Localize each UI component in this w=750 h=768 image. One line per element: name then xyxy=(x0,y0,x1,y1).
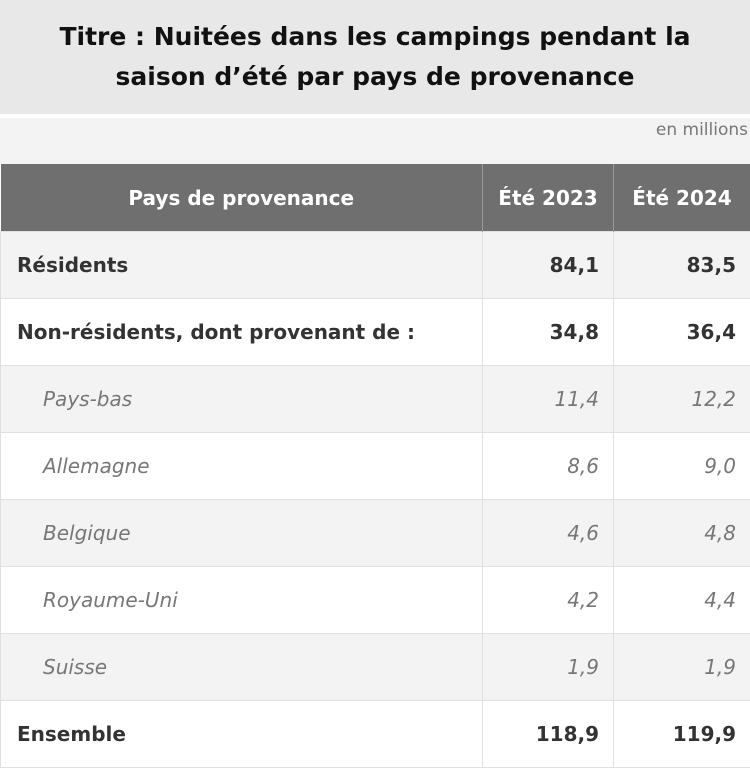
row-label: Non-résidents, dont provenant de : xyxy=(1,299,483,366)
column-header-country: Pays de provenance xyxy=(1,164,483,232)
value-2024: 9,0 xyxy=(614,433,750,500)
page-title: Titre : Nuitées dans les campings pendan… xyxy=(0,0,750,114)
value-2024: 4,4 xyxy=(614,567,750,634)
row-label: Ensemble xyxy=(1,701,483,768)
value-2024: 119,9 xyxy=(614,701,750,768)
data-table: Pays de provenance Été 2023 Été 2024 Rés… xyxy=(0,164,750,768)
value-2024: 36,4 xyxy=(614,299,750,366)
header-row: Pays de provenance Été 2023 Été 2024 xyxy=(1,164,750,232)
value-2023: 1,9 xyxy=(483,634,614,701)
value-2023: 4,6 xyxy=(483,500,614,567)
value-2023: 34,8 xyxy=(483,299,614,366)
row-label: Résidents xyxy=(1,232,483,299)
column-header-2023: Été 2023 xyxy=(483,164,614,232)
unit-label: en millions xyxy=(0,118,750,164)
value-2024: 1,9 xyxy=(614,634,750,701)
row-label: Suisse xyxy=(1,634,483,701)
row-label: Belgique xyxy=(1,500,483,567)
value-2024: 12,2 xyxy=(614,366,750,433)
row-label: Allemagne xyxy=(1,433,483,500)
row-label: Royaume-Uni xyxy=(1,567,483,634)
value-2023: 8,6 xyxy=(483,433,614,500)
column-header-2024: Été 2024 xyxy=(614,164,750,232)
value-2023: 118,9 xyxy=(483,701,614,768)
value-2024: 4,8 xyxy=(614,500,750,567)
value-2023: 84,1 xyxy=(483,232,614,299)
value-2023: 11,4 xyxy=(483,366,614,433)
row-label: Pays-bas xyxy=(1,366,483,433)
value-2024: 83,5 xyxy=(614,232,750,299)
value-2023: 4,2 xyxy=(483,567,614,634)
